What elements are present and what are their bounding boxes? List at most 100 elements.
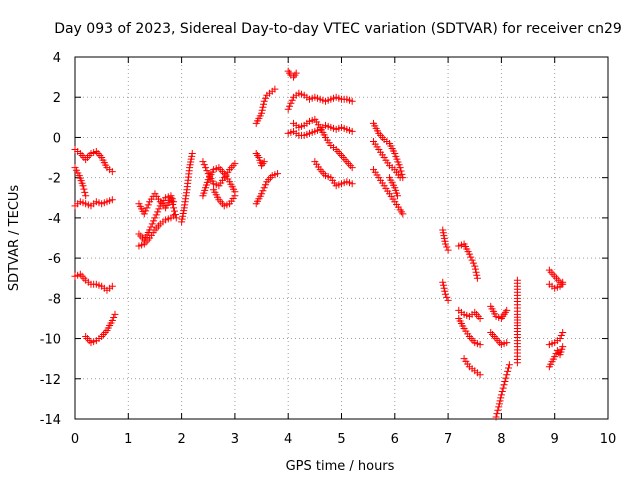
data-point bbox=[231, 160, 239, 168]
data-point bbox=[286, 102, 294, 110]
data-point bbox=[284, 105, 292, 113]
data-point bbox=[271, 85, 279, 93]
data-point bbox=[262, 94, 270, 102]
y-tick-label: -2 bbox=[48, 172, 61, 187]
series bbox=[492, 361, 513, 421]
series bbox=[460, 355, 484, 379]
series bbox=[369, 137, 404, 182]
data-point bbox=[505, 364, 513, 372]
data-point bbox=[170, 204, 178, 212]
series bbox=[545, 329, 567, 349]
y-tick-label: -12 bbox=[40, 373, 61, 388]
data-point bbox=[472, 268, 480, 276]
data-point bbox=[150, 217, 158, 225]
data-point bbox=[559, 278, 567, 286]
data-point bbox=[108, 316, 116, 324]
series bbox=[487, 329, 511, 349]
x-tick-label: 4 bbox=[284, 432, 292, 447]
series bbox=[545, 343, 567, 371]
data-point bbox=[493, 410, 501, 418]
data-point bbox=[79, 182, 87, 190]
data-point bbox=[441, 290, 449, 298]
plot-frame bbox=[74, 56, 609, 420]
data-point bbox=[108, 168, 116, 176]
data-point bbox=[492, 413, 500, 421]
data-point bbox=[473, 274, 481, 282]
data-point bbox=[503, 306, 511, 314]
data-point bbox=[473, 271, 481, 279]
data-point bbox=[148, 220, 156, 228]
x-tick-label: 0 bbox=[71, 432, 79, 447]
data-point bbox=[498, 388, 506, 396]
data-point bbox=[258, 109, 266, 117]
data-point bbox=[258, 190, 266, 198]
x-tick-label: 2 bbox=[177, 432, 185, 447]
grid bbox=[75, 57, 608, 419]
series bbox=[71, 270, 116, 294]
x-tick-label: 9 bbox=[551, 432, 559, 447]
data-point bbox=[443, 293, 451, 301]
data-point bbox=[188, 150, 196, 158]
y-tick-label: 2 bbox=[53, 91, 61, 106]
data-point bbox=[444, 296, 452, 304]
data-point bbox=[82, 192, 90, 200]
data-point bbox=[439, 281, 447, 289]
data-point bbox=[444, 246, 452, 254]
data-point bbox=[501, 377, 509, 385]
series bbox=[513, 276, 521, 367]
data-point bbox=[499, 384, 507, 392]
data-point bbox=[262, 181, 270, 189]
series bbox=[199, 158, 239, 190]
series bbox=[252, 170, 282, 208]
data-point bbox=[111, 310, 119, 318]
data-point bbox=[108, 282, 116, 290]
data-point bbox=[476, 314, 484, 322]
data-point bbox=[476, 341, 484, 349]
data-point bbox=[81, 188, 89, 196]
y-tick-label: -6 bbox=[48, 252, 61, 267]
data-point bbox=[147, 223, 155, 231]
y-tick-label: 0 bbox=[53, 131, 61, 146]
y-tick-label: -4 bbox=[48, 212, 61, 227]
series bbox=[71, 164, 90, 200]
series bbox=[135, 212, 178, 250]
series bbox=[178, 150, 196, 226]
data-point bbox=[495, 400, 503, 408]
data-point bbox=[171, 211, 179, 219]
y-tick-label: -10 bbox=[40, 333, 61, 348]
series bbox=[252, 85, 279, 127]
data-point bbox=[556, 335, 564, 343]
series bbox=[71, 146, 116, 176]
data-point bbox=[494, 406, 502, 414]
x-tick-label: 5 bbox=[337, 432, 345, 447]
data-point bbox=[170, 212, 178, 220]
data-point bbox=[469, 259, 477, 267]
data-point bbox=[110, 313, 118, 321]
data-point bbox=[292, 69, 300, 77]
data-point bbox=[513, 359, 521, 367]
data-point bbox=[399, 210, 407, 218]
data-point bbox=[143, 204, 151, 212]
data-point bbox=[199, 158, 207, 166]
data-point bbox=[396, 164, 404, 172]
series bbox=[439, 226, 452, 254]
data-point bbox=[500, 381, 508, 389]
series bbox=[210, 186, 239, 210]
data-point bbox=[259, 187, 267, 195]
data-point bbox=[497, 394, 505, 402]
data-point bbox=[348, 127, 356, 135]
data-point bbox=[504, 367, 512, 375]
data-point bbox=[170, 198, 178, 206]
series bbox=[487, 302, 511, 322]
data-point bbox=[467, 253, 475, 261]
data-point bbox=[502, 374, 510, 382]
data-point bbox=[393, 192, 401, 200]
x-tick-label: 6 bbox=[391, 432, 399, 447]
data-point bbox=[144, 201, 152, 209]
data-point bbox=[559, 343, 567, 351]
data-point bbox=[476, 371, 484, 379]
x-tick-label: 1 bbox=[124, 432, 132, 447]
data-point bbox=[152, 211, 160, 219]
data-point bbox=[471, 262, 479, 270]
